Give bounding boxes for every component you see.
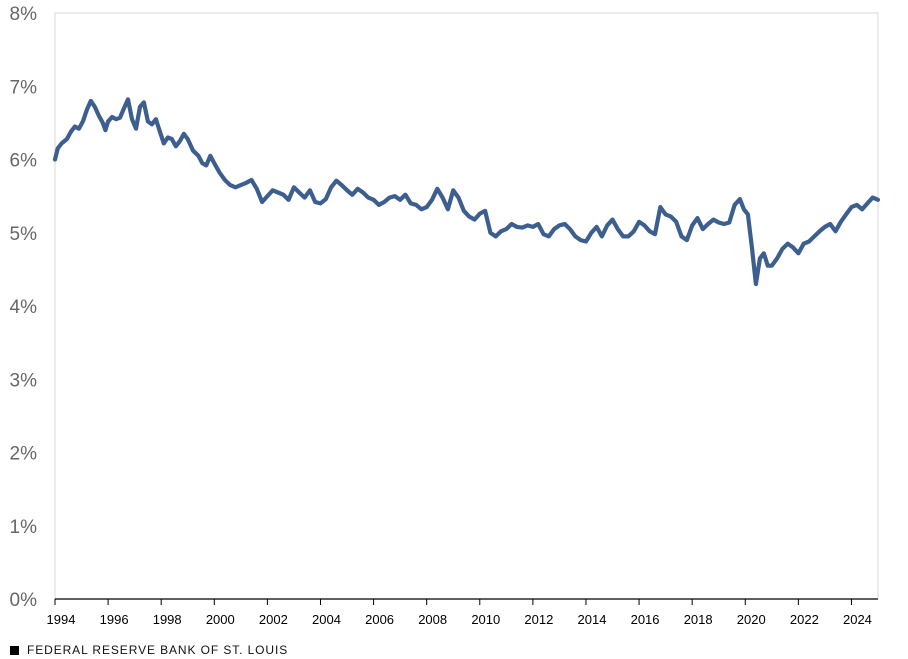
x-axis-ticks: 1994 1996 1998 2000 2002 2004 2006 2008 2010 2012…	[47, 599, 872, 627]
x-tick-label: 2004	[312, 612, 341, 627]
y-tick-label: 4%	[10, 297, 38, 318]
plot-area-border	[54, 12, 879, 600]
y-tick-label: 3%	[10, 370, 38, 391]
line-chart: 0% 1% 2% 3% 4% 5% 6% 7% 8% 1994 1996 1998 2000 2002 2…	[10, 4, 881, 627]
y-tick-label: 0%	[10, 590, 38, 611]
x-tick-label: 1996	[100, 612, 129, 627]
x-tick-label: 2012	[524, 612, 553, 627]
x-tick-label: 2006	[365, 612, 394, 627]
x-tick-label: 2000	[206, 612, 235, 627]
y-tick-label: 1%	[10, 517, 38, 538]
y-tick-label: 6%	[10, 151, 38, 172]
x-tick-label: 2016	[631, 612, 660, 627]
x-tick-label: 2014	[578, 612, 607, 627]
y-tick-label: 8%	[10, 4, 38, 25]
source-footer: FEDERAL RESERVE BANK OF ST. LOUIS	[10, 642, 288, 658]
y-axis-ticks: 0% 1% 2% 3% 4% 5% 6% 7% 8%	[10, 4, 38, 611]
x-tick-label: 1998	[153, 612, 182, 627]
series-line	[52, 97, 881, 287]
x-tick-label: 2024	[843, 612, 872, 627]
x-tick-label: 2010	[471, 612, 500, 627]
x-tick-label: 2018	[684, 612, 713, 627]
x-tick-label: 2002	[259, 612, 288, 627]
x-tick-label: 2022	[790, 612, 819, 627]
y-tick-label: 7%	[10, 77, 38, 98]
black-square-icon	[10, 645, 19, 655]
x-tick-label: 2008	[418, 612, 447, 627]
x-tick-label: 2020	[737, 612, 766, 627]
x-tick-label: 1994	[47, 612, 76, 627]
source-text: FEDERAL RESERVE BANK OF ST. LOUIS	[27, 643, 289, 657]
y-tick-label: 5%	[10, 224, 38, 245]
y-tick-label: 2%	[10, 444, 38, 465]
